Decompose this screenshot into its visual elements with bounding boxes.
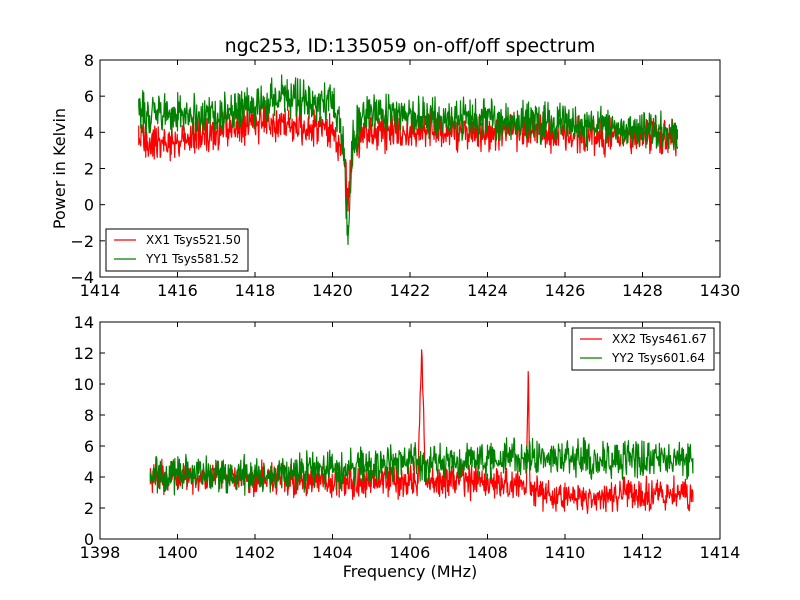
y-tick-label: 8 — [84, 406, 94, 425]
top-panel: 1414 1416 1418 1420 1422 1424 1426 1428 1430 −4 −2… — [50, 35, 740, 300]
legend-box — [571, 327, 715, 371]
legend-label: YY2 Tsys601.64 — [611, 351, 705, 365]
y-axis-label: Power in Kelvin — [50, 108, 69, 229]
y-tick-label: 2 — [84, 160, 94, 179]
y-tick-label: 10 — [74, 375, 94, 394]
y-tick-label: 6 — [84, 87, 94, 106]
x-tick-label: 1412 — [622, 543, 663, 562]
y-tick-label: 0 — [84, 530, 94, 549]
x-tick-label: 1414 — [700, 543, 741, 562]
y-tick-label: −4 — [70, 268, 94, 287]
legend-label: XX2 Tsys461.67 — [612, 332, 707, 346]
x-tick-label: 1430 — [700, 281, 741, 300]
x-tick-label: 1416 — [157, 281, 198, 300]
x-tick-label: 1424 — [467, 281, 508, 300]
x-tick-label: 1408 — [467, 543, 508, 562]
legend: XX1 Tsys521.50 YY1 Tsys581.52 — [105, 228, 249, 272]
bottom-panel: 1398 1400 1402 1404 1406 1408 1410 1412 14140246… — [74, 313, 741, 581]
y-tick-label: 4 — [84, 123, 94, 142]
x-tick-label: 1402 — [235, 543, 276, 562]
legend-box — [105, 228, 249, 272]
legend: XX2 Tsys461.67 YY2 Tsys601.64 — [571, 327, 715, 371]
x-tick-label: 1422 — [390, 281, 431, 300]
y-tick-label: 8 — [84, 51, 94, 70]
y-tick-label: 14 — [74, 313, 94, 332]
x-tick-label: 1410 — [545, 543, 586, 562]
x-tick-label: 1428 — [622, 281, 663, 300]
y-tick-label: 6 — [84, 437, 94, 456]
y-tick-label: −2 — [70, 232, 94, 251]
legend-label: YY1 Tsys581.52 — [145, 252, 239, 266]
x-tick-label: 1398 — [80, 543, 121, 562]
x-tick-label: 1420 — [312, 281, 353, 300]
y-tick-label: 2 — [84, 499, 94, 518]
x-tick-label: 1414 — [80, 281, 121, 300]
legend-label: XX1 Tsys521.50 — [146, 233, 241, 247]
x-tick-label: 1406 — [390, 543, 431, 562]
series-line-2 — [138, 74, 678, 246]
chart-title: ngc253, ID:135059 on-off/off spectrum — [225, 35, 596, 57]
x-tick-label: 1418 — [235, 281, 276, 300]
y-tick-label: 0 — [84, 196, 94, 215]
series-line-2 — [149, 437, 694, 496]
x-tick-label: 1426 — [545, 281, 586, 300]
x-tick-label: 1404 — [312, 543, 353, 562]
y-tick-label: 12 — [74, 344, 94, 363]
x-axis-label: Frequency (MHz) — [343, 562, 477, 581]
y-tick-label: 4 — [84, 468, 94, 487]
x-tick-label: 1400 — [157, 543, 198, 562]
